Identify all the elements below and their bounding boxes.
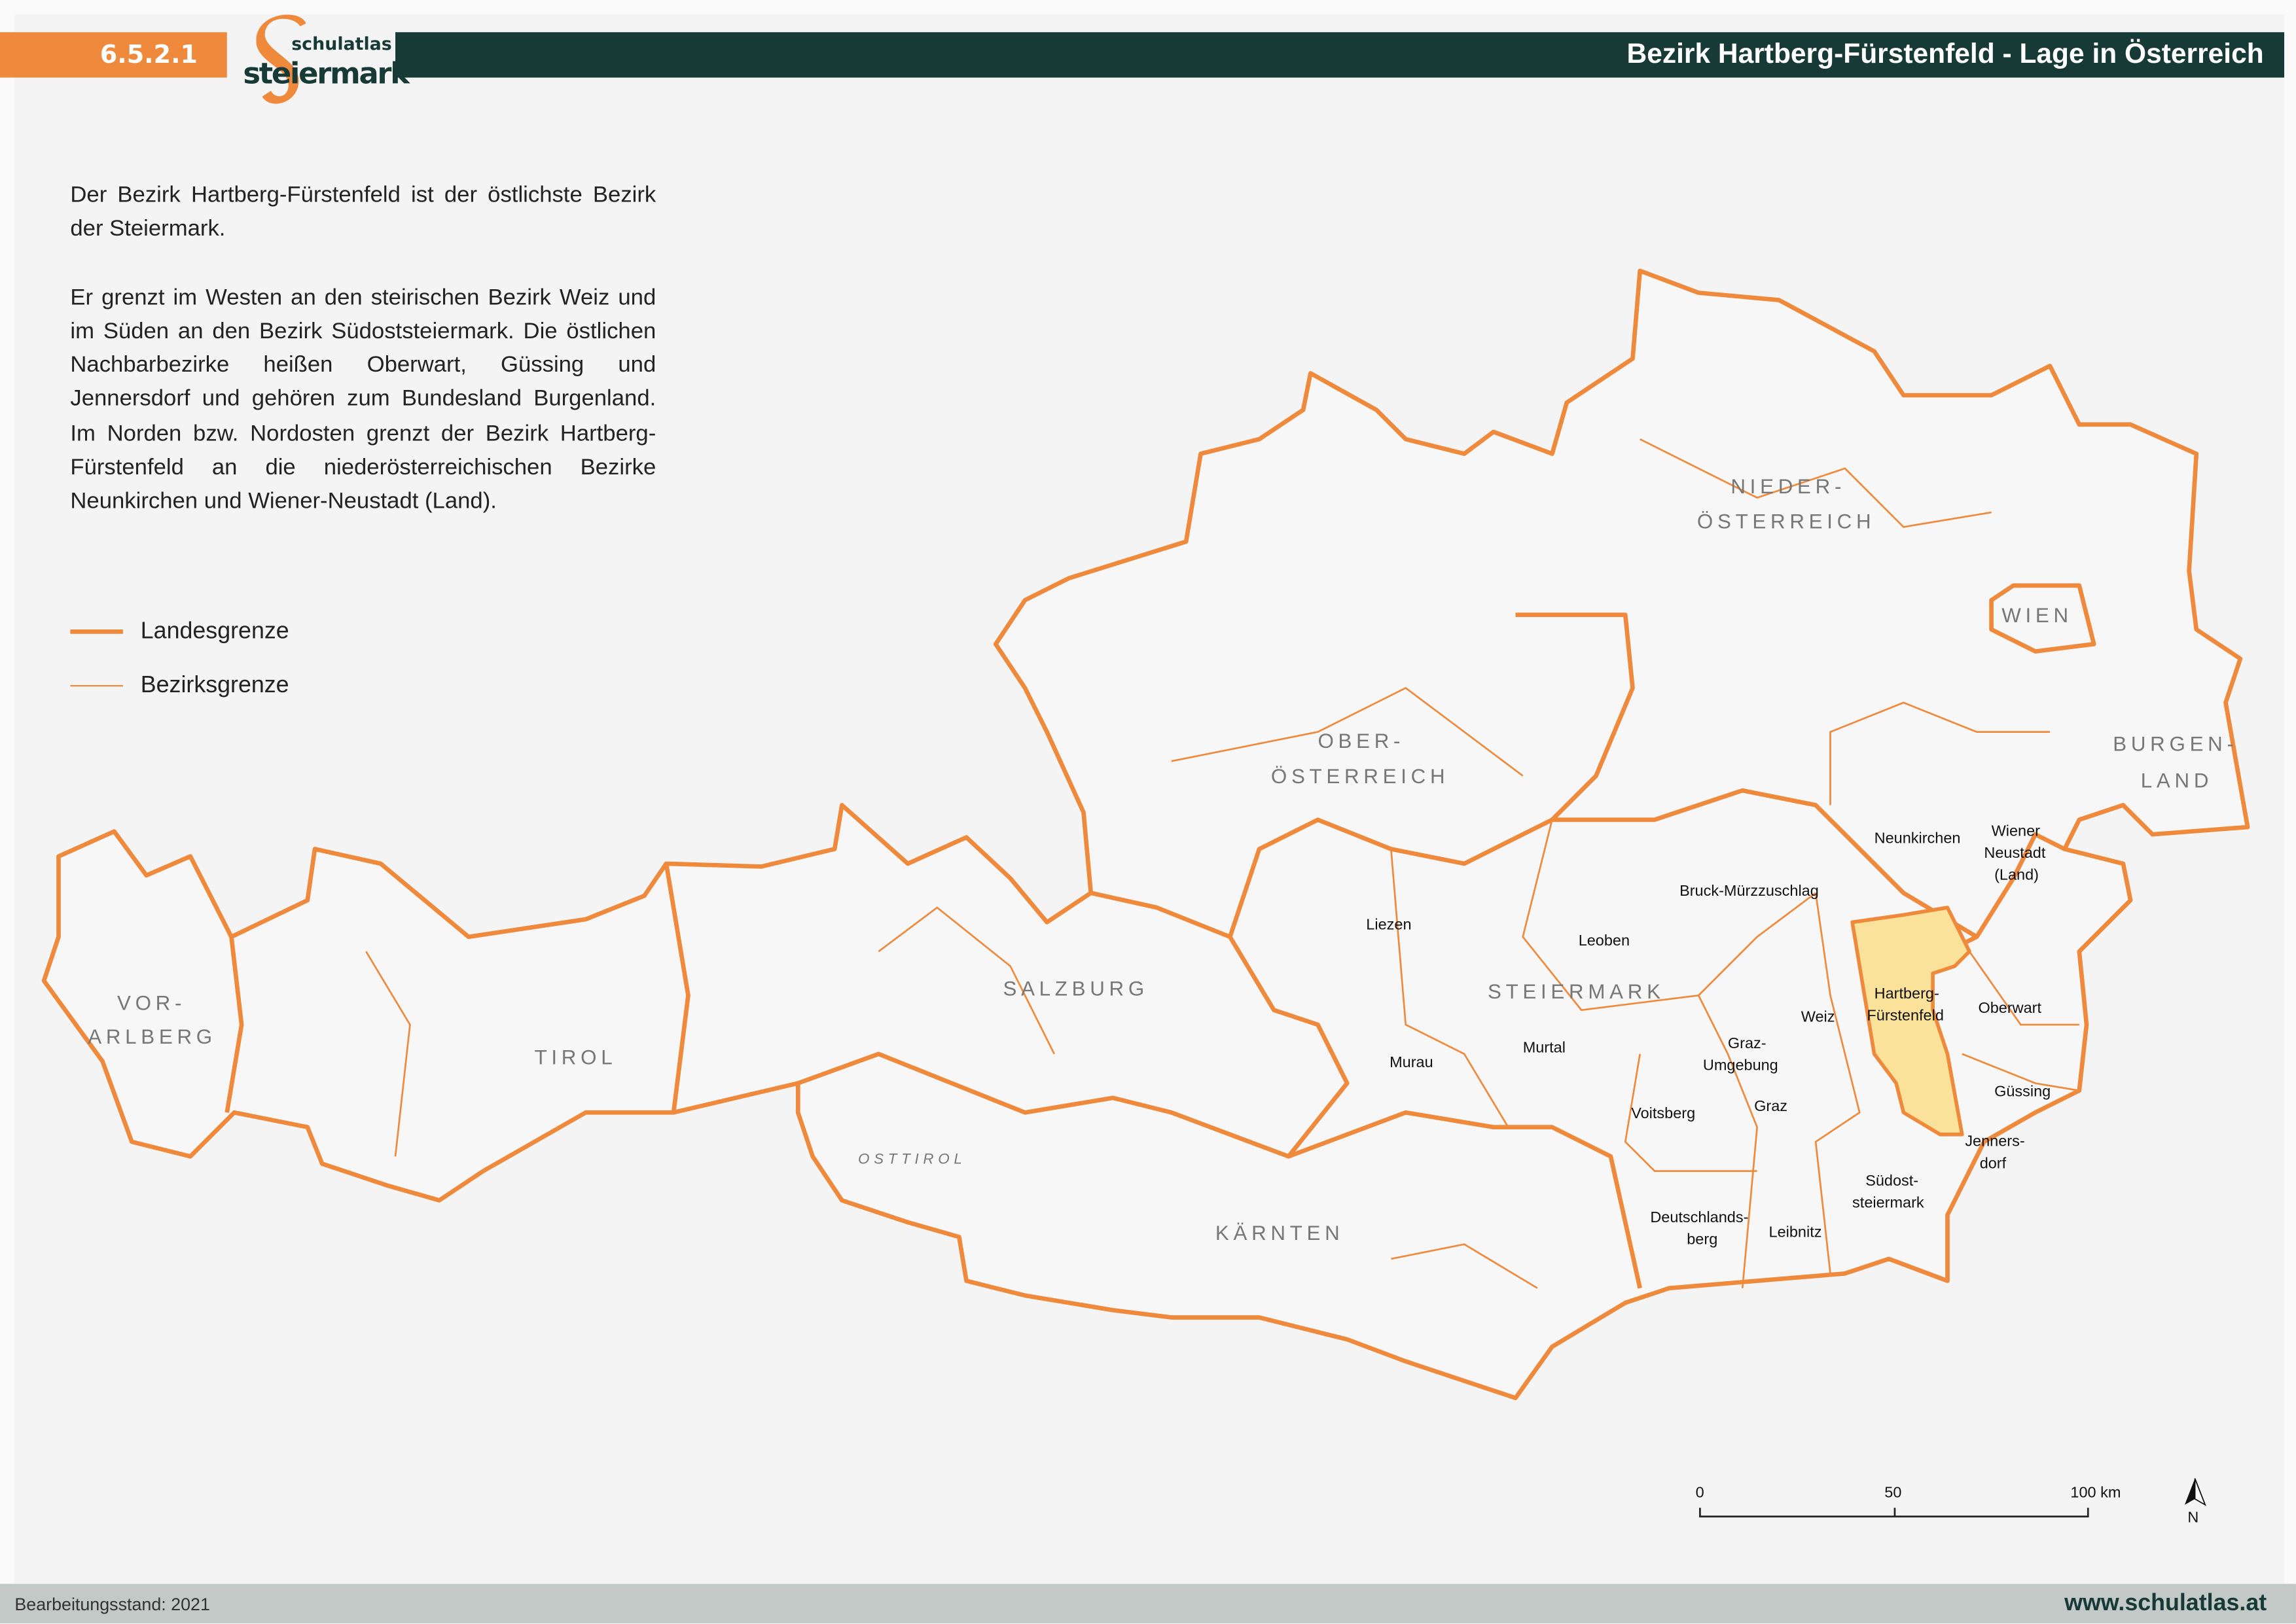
- label-niederoesterreich-2: ÖSTERREICH: [1697, 510, 1875, 533]
- logo-text-top: schulatlas: [291, 33, 392, 54]
- label-deutschlandsberg-2: berg: [1687, 1231, 1717, 1248]
- label-oberoesterreich-2: ÖSTERREICH: [1271, 765, 1449, 788]
- label-wr-neustadt-2: Neustadt: [1984, 844, 2045, 861]
- state-borders: [224, 583, 2096, 1289]
- description-text: Der Bezirk Hartberg-Fürstenfeld ist der …: [70, 179, 656, 553]
- footer: Bearbeitungsstand: 2021 www.schulatlas.a…: [0, 1583, 2296, 1624]
- schulatlas-logo: schulatlas steiermark: [239, 14, 410, 111]
- page-title: Bezirk Hartberg-Fürstenfeld - Lage in Ös…: [1626, 39, 2264, 70]
- label-hartberg-1: Hartberg-: [1874, 985, 1939, 1002]
- scale-bar: 0 50 100 km: [1696, 1484, 2121, 1518]
- label-hartberg-2: Fürstenfeld: [1867, 1006, 1943, 1023]
- label-wr-neustadt-3: (Land): [1994, 866, 2039, 883]
- label-vorarlberg-1: VOR-: [117, 992, 186, 1015]
- map-legend: Landesgrenze Bezirksgrenze: [70, 605, 289, 713]
- label-leoben: Leoben: [1579, 932, 1630, 949]
- label-burgenland-2: LAND: [2141, 769, 2213, 792]
- legend-item-state-border: Landesgrenze: [70, 605, 289, 659]
- label-wr-neustadt-1: Wiener: [1992, 822, 2041, 839]
- label-graz: Graz: [1754, 1097, 1787, 1114]
- legend-item-district-border: Bezirksgrenze: [70, 659, 289, 713]
- label-vorarlberg-2: ARLBERG: [88, 1025, 217, 1048]
- label-osttirol: OSTTIROL: [858, 1151, 967, 1167]
- logo-text-bottom: steiermark: [243, 56, 410, 91]
- label-suedost-1: Südost-: [1865, 1172, 1918, 1189]
- chapter-number: 6.5.2.1: [0, 32, 227, 78]
- label-steiermark: STEIERMARK: [1488, 980, 1665, 1003]
- label-oberwart: Oberwart: [1978, 999, 2041, 1016]
- district-border-swatch: [70, 685, 123, 687]
- label-murtal: Murtal: [1523, 1039, 1566, 1056]
- website-link[interactable]: www.schulatlas.at: [2064, 1590, 2267, 1615]
- north-label: N: [2187, 1509, 2198, 1526]
- scale-tick-50: 50: [1884, 1484, 1901, 1501]
- label-wien: WIEN: [2001, 604, 2073, 627]
- label-graz-umgebung-1: Graz-: [1728, 1034, 1767, 1051]
- edit-status: Bearbeitungsstand: 2021: [14, 1593, 210, 1614]
- hartberg-fuerstenfeld-highlight: [1850, 906, 1971, 1137]
- label-salzburg: SALZBURG: [1003, 977, 1148, 1000]
- state-labels: VOR- ARLBERG TIROL OSTTIROL SALZBURG KÄR…: [88, 475, 2238, 1244]
- label-guessing: Güssing: [1994, 1083, 2051, 1100]
- label-graz-umgebung-2: Umgebung: [1703, 1056, 1778, 1073]
- title-bar: Bezirk Hartberg-Fürstenfeld - Lage in Ös…: [395, 32, 2285, 78]
- label-weiz: Weiz: [1801, 1008, 1835, 1025]
- district-borders: [365, 438, 2080, 1289]
- label-liezen: Liezen: [1366, 916, 1411, 933]
- label-voitsberg: Voitsberg: [1631, 1104, 1695, 1121]
- north-arrow-icon: N: [2184, 1478, 2206, 1526]
- legend-label-district-border: Bezirksgrenze: [140, 672, 289, 698]
- district-labels: Liezen Bruck-Mürzzuschlag Leoben Murau M…: [1366, 822, 2051, 1247]
- logo-s-mark-icon: [256, 14, 306, 104]
- description-paragraph-1: Der Bezirk Hartberg-Fürstenfeld ist der …: [70, 183, 656, 242]
- scale-tick-100: 100 km: [2070, 1484, 2121, 1501]
- label-bruck: Bruck-Mürzzuschlag: [1679, 882, 1819, 899]
- label-leibnitz: Leibnitz: [1769, 1223, 1822, 1240]
- description-paragraph-2: Er grenzt im Westen an den steirischen B…: [70, 285, 656, 515]
- chapter-number-text: 6.5.2.1: [99, 40, 198, 70]
- label-deutschlandsberg-1: Deutschlands-: [1650, 1209, 1748, 1226]
- label-suedost-2: steiermark: [1852, 1194, 1924, 1211]
- label-tirol: TIROL: [535, 1046, 617, 1068]
- label-burgenland-1: BURGEN-: [2113, 733, 2238, 756]
- label-murau: Murau: [1390, 1053, 1433, 1070]
- legend-label-state-border: Landesgrenze: [140, 618, 289, 644]
- label-niederoesterreich-1: NIEDER-: [1731, 475, 1846, 498]
- label-neunkirchen: Neunkirchen: [1874, 830, 1961, 847]
- label-jennersdorf-2: dorf: [1980, 1154, 2007, 1171]
- label-jennersdorf-1: Jenners-: [1965, 1133, 2024, 1150]
- label-oberoesterreich-1: OBER-: [1318, 730, 1405, 752]
- scale-tick-0: 0: [1696, 1484, 1704, 1501]
- label-kaernten: KÄRNTEN: [1215, 1222, 1344, 1244]
- austria-outline: [41, 268, 2250, 1400]
- state-border-swatch: [70, 629, 123, 634]
